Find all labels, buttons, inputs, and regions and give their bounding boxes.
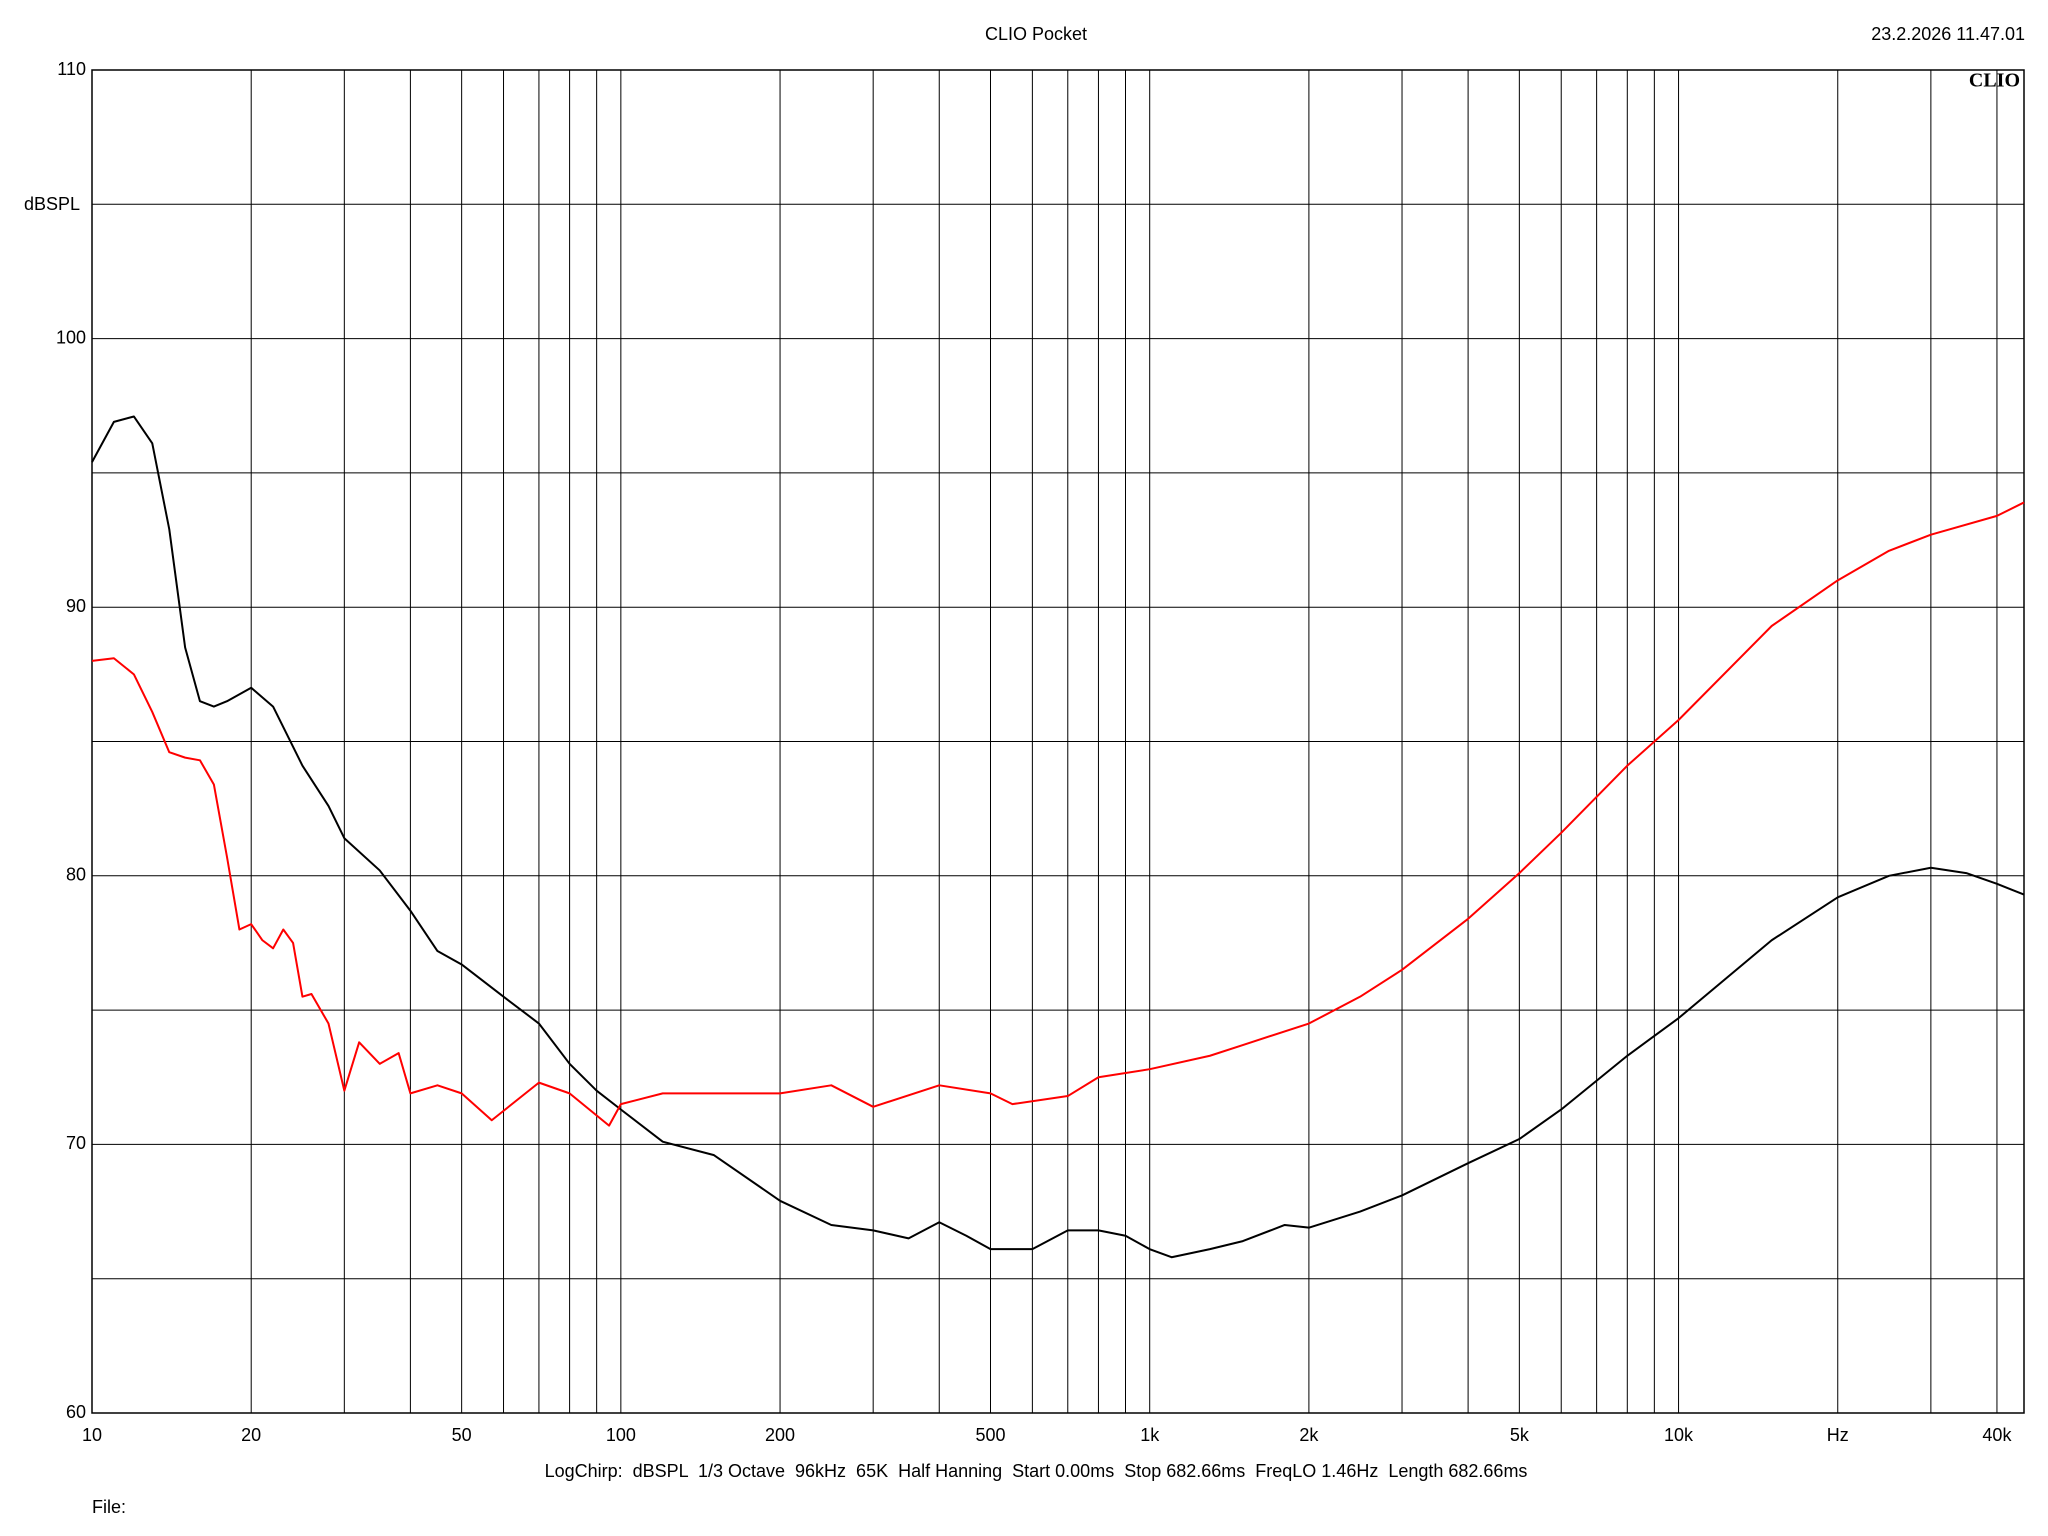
plot-frame xyxy=(91,69,2025,1414)
file-label: File: xyxy=(92,1497,126,1517)
footer: LogChirp: dBSPL 1/3 Octave 96kHz 65K Hal… xyxy=(545,1461,1528,1481)
logo: CLIO xyxy=(1969,70,2020,92)
x-tick-label: 50 xyxy=(452,1425,472,1445)
timestamp: 23.2.2026 11.47.01 xyxy=(1871,24,2025,44)
data-line xyxy=(91,415,2025,1259)
y-tick-label: 90 xyxy=(66,596,86,616)
y-tick-label: 70 xyxy=(66,1133,86,1153)
y-tick-label: 60 xyxy=(66,1402,86,1422)
x-tick-label: 2k xyxy=(1299,1425,1319,1445)
y-tick-label: 100 xyxy=(56,327,86,347)
y-axis-label: dBSPL xyxy=(24,194,80,214)
x-tick-label: 10k xyxy=(1664,1425,1694,1445)
y-tick-label: 110 xyxy=(57,59,86,79)
data-line xyxy=(91,501,2025,1127)
chart-title: CLIO Pocket xyxy=(985,24,1087,44)
x-tick-label: 20 xyxy=(241,1425,261,1445)
y-tick-label: 80 xyxy=(66,865,86,885)
x-tick-label: 100 xyxy=(606,1425,636,1445)
x-tick-label: 500 xyxy=(975,1425,1005,1445)
x-tick-label: Hz xyxy=(1827,1425,1849,1445)
x-tick-label: 40k xyxy=(1982,1425,2012,1445)
x-tick-label: 10 xyxy=(82,1425,102,1445)
x-tick-label: 5k xyxy=(1510,1425,1530,1445)
x-tick-label: 1k xyxy=(1140,1425,1160,1445)
x-tick-label: 200 xyxy=(765,1425,795,1445)
